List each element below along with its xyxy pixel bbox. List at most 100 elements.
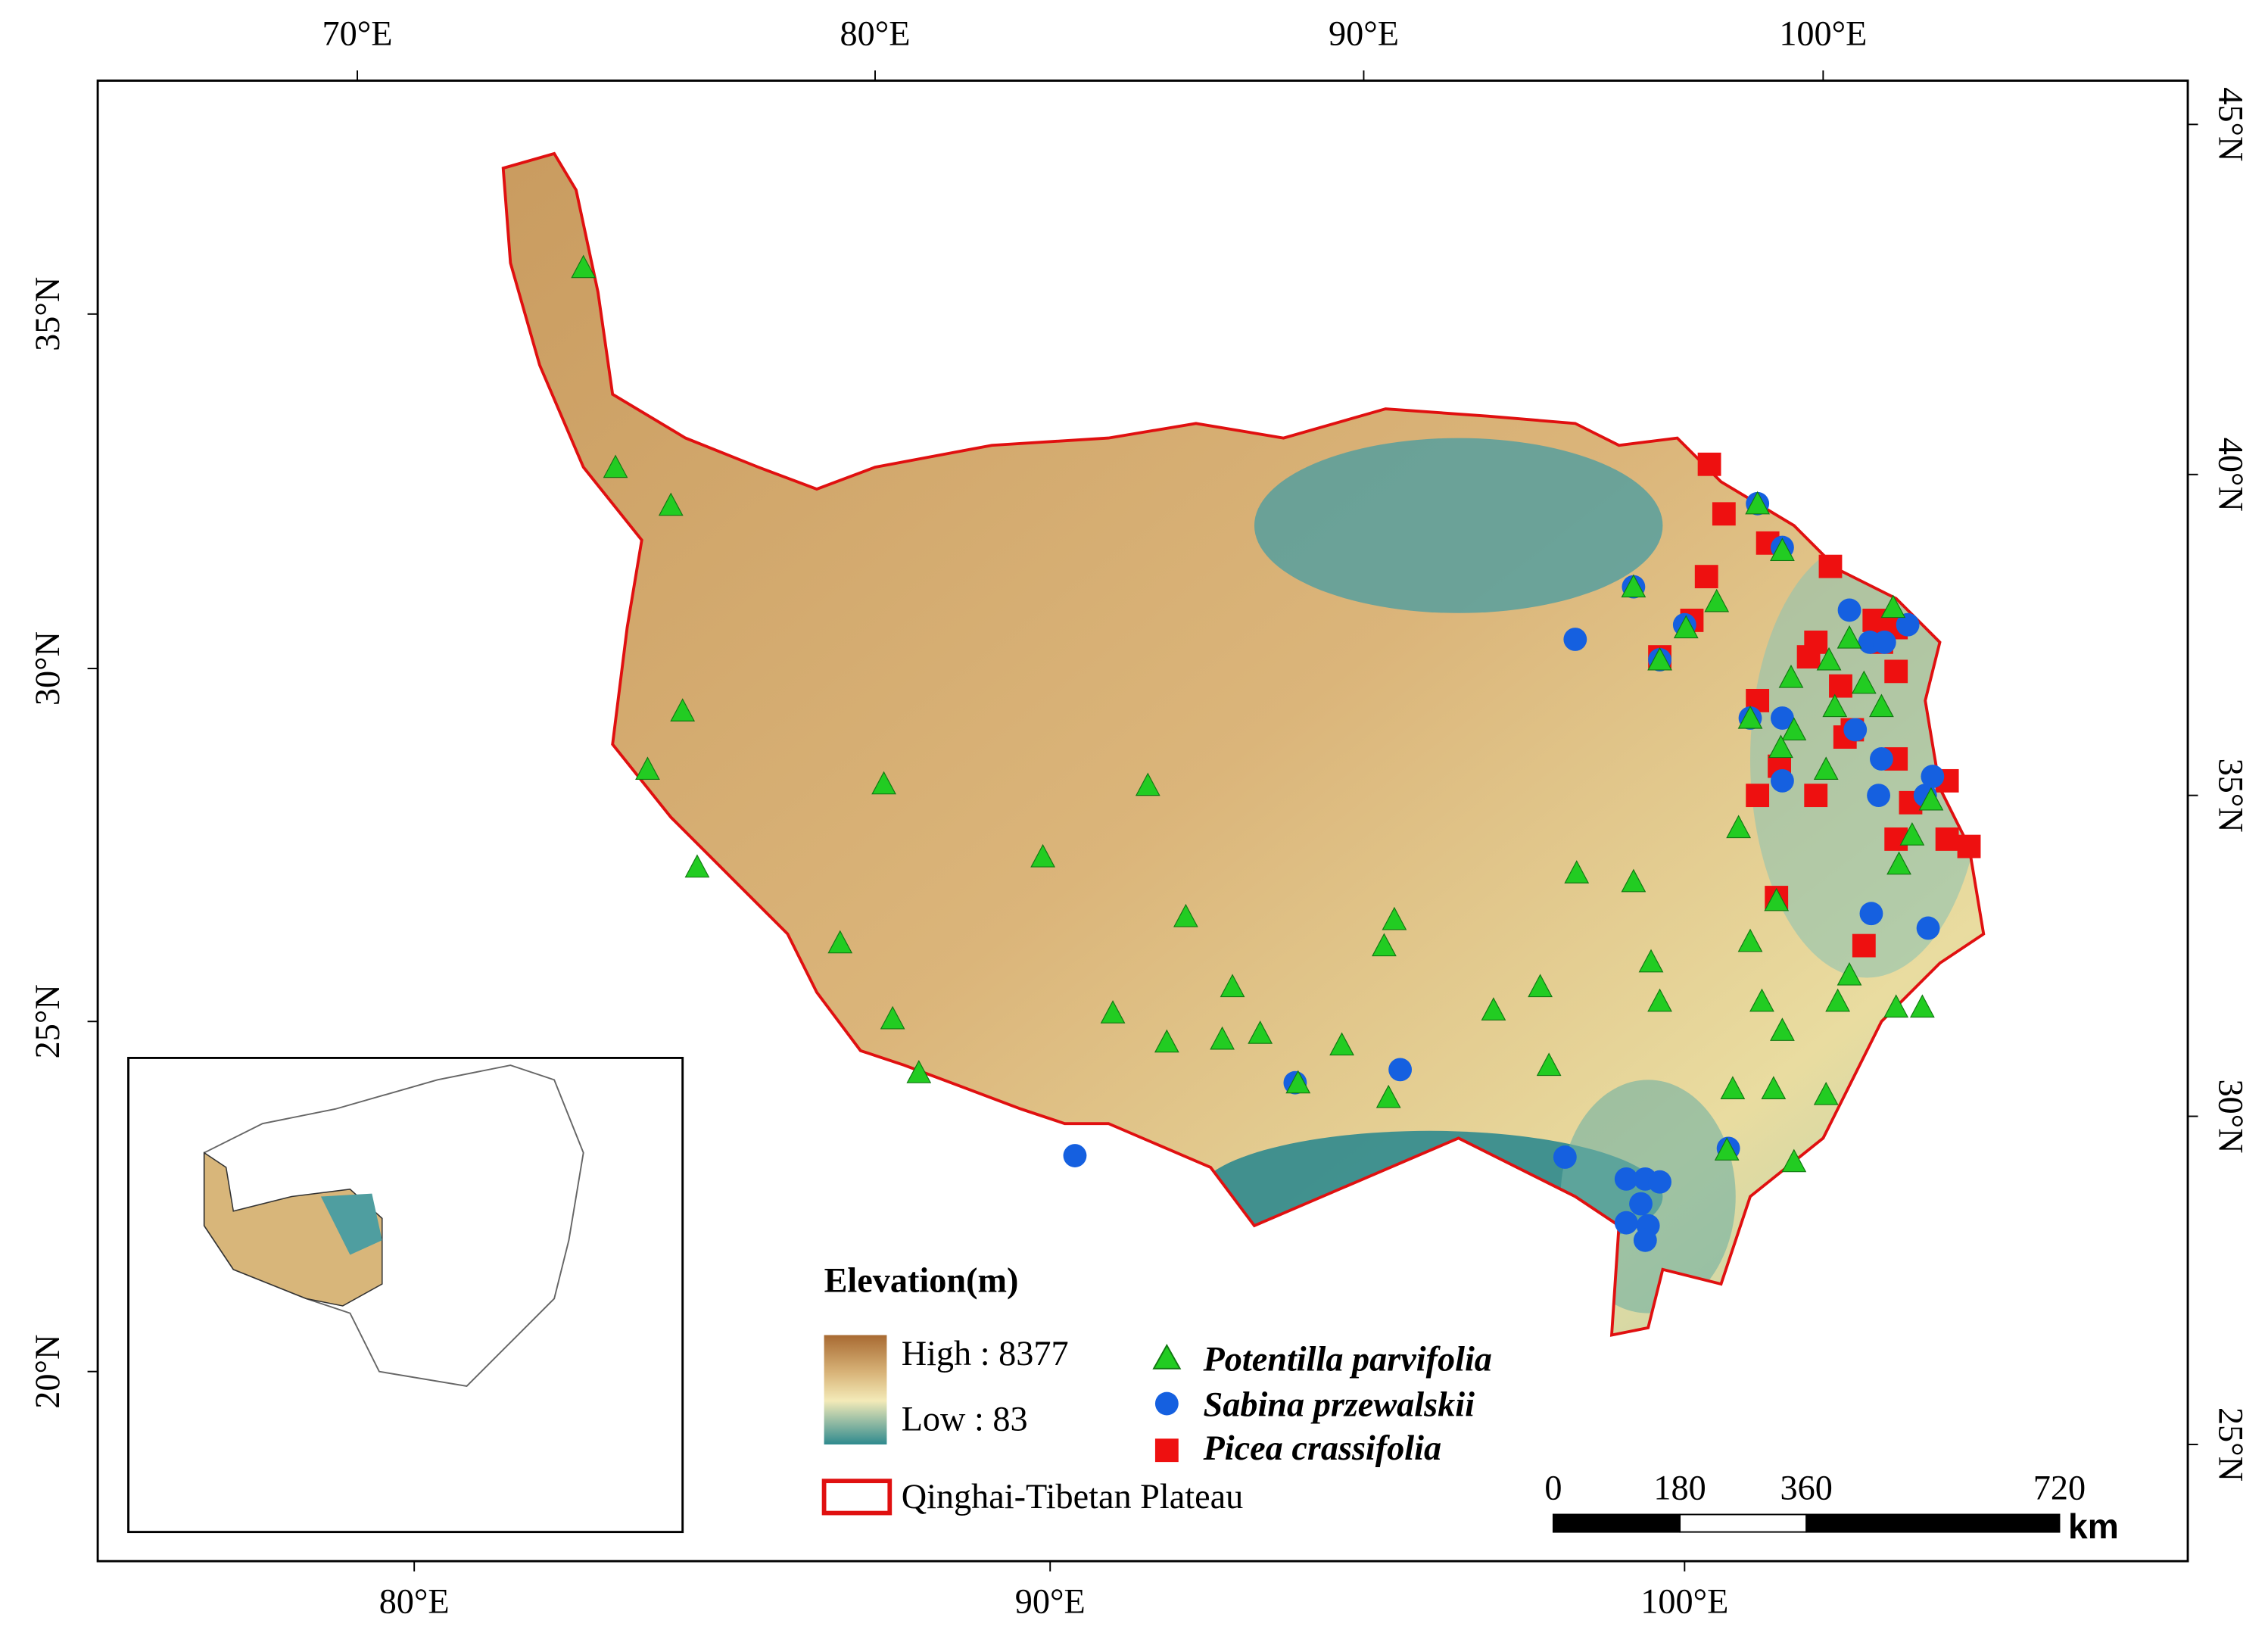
legend-low: Low : 83 [902, 1401, 1028, 1439]
sabina-point [1870, 747, 1893, 771]
sabina-point [1614, 1211, 1638, 1235]
left-label: 35°N [29, 277, 67, 351]
picea-point [1694, 565, 1718, 589]
picea-point [1829, 674, 1852, 698]
legend-triangle [1152, 1344, 1182, 1370]
potentilla-point [1673, 615, 1699, 639]
potentilla-point [1621, 868, 1646, 893]
potentilla-point [1737, 705, 1763, 729]
bottom-label: 80°E [379, 1583, 450, 1622]
sabina-point [1063, 1144, 1087, 1167]
right-label: 35°N [2210, 759, 2249, 833]
picea-point [1746, 784, 1770, 808]
potentilla-point [658, 492, 684, 516]
sabina-point [1629, 1192, 1653, 1216]
potentilla-point [1647, 988, 1672, 1012]
scale-label: 180 [1653, 1469, 1706, 1507]
potentilla-point [1749, 988, 1774, 1012]
sabina-point [1553, 1145, 1577, 1169]
left-label: 30°N [29, 631, 67, 706]
legend: Elevation(m) High : 8377 Low : 83 Potent… [821, 1262, 1492, 1516]
right-label: 40°N [2210, 438, 2249, 512]
scale-label: 0 [1544, 1469, 1562, 1507]
potentilla-point [635, 756, 660, 781]
legend-species: Sabina przewalskii [1204, 1385, 1475, 1424]
potentilla-point [880, 1005, 905, 1030]
potentilla-point [1770, 538, 1795, 562]
potentilla-point [1813, 1081, 1839, 1105]
potentilla-point [1737, 928, 1763, 952]
potentilla-point [1778, 664, 1804, 688]
potentilla-point [1375, 1084, 1401, 1108]
occurrence-points [571, 254, 1981, 1252]
legend-high: High : 8377 [902, 1335, 1069, 1373]
legend-square [1154, 1438, 1179, 1463]
bottom-label: 90°E [1015, 1583, 1086, 1622]
potentilla-point [1770, 1017, 1795, 1041]
potentilla-point [1536, 1052, 1562, 1077]
potentilla-point [1647, 647, 1672, 671]
sabina-point [1859, 902, 1883, 926]
potentilla-point [1382, 906, 1407, 930]
potentilla-point [1248, 1021, 1273, 1044]
sabina-point [1648, 1170, 1671, 1194]
scale-unit: km [2068, 1507, 2119, 1546]
potentilla-point [1100, 1000, 1126, 1024]
sabina-point [1770, 706, 1794, 730]
sabina-point [1843, 718, 1868, 742]
potentilla-point [1918, 787, 1944, 811]
potentilla-point [1173, 903, 1198, 927]
picea-point [1712, 502, 1736, 526]
potentilla-point [1726, 815, 1751, 839]
potentilla-point [684, 854, 710, 878]
picea-point [1884, 659, 1908, 684]
potentilla-point [1638, 949, 1664, 973]
potentilla-point [1781, 717, 1807, 741]
potentilla-point [1761, 1076, 1787, 1099]
top-label: 90°E [1329, 14, 1399, 53]
potentilla-point [1768, 734, 1793, 759]
legend-species: Potentilla parvifolia [1203, 1341, 1492, 1379]
potentilla-point [1822, 693, 1848, 718]
potentilla-point [1899, 822, 1925, 846]
potentilla-point [1909, 994, 1935, 1018]
potentilla-point [871, 771, 896, 795]
potentilla-point [1621, 574, 1646, 598]
sabina-point [1896, 612, 1920, 637]
potentilla-point [1886, 851, 1911, 875]
sabina-point [1563, 628, 1587, 651]
top-label: 80°E [840, 14, 911, 53]
left-label: 25°N [29, 984, 67, 1058]
elevation-ramp [824, 1335, 887, 1445]
right-label: 25°N [2210, 1407, 2249, 1482]
right-label: 30°N [2210, 1079, 2249, 1153]
potentilla-point [1030, 843, 1055, 868]
sabina-point [1770, 768, 1794, 793]
sabina-point [1872, 630, 1896, 654]
potentilla-point [1816, 647, 1842, 671]
bottom-label: 100°E [1640, 1583, 1728, 1622]
potentilla-point [1764, 887, 1790, 911]
sabina-point [1614, 1167, 1638, 1191]
potentilla-point [1528, 974, 1553, 998]
left-label: 20°N [29, 1335, 67, 1409]
legend-title: Elevation(m) [824, 1262, 1019, 1301]
potentilla-point [1745, 491, 1771, 515]
potentilla-point [1837, 961, 1862, 986]
picea-point [1818, 554, 1843, 578]
potentilla-point [1825, 988, 1851, 1012]
legend-species: Picea crassifolia [1203, 1429, 1442, 1468]
potentilla-point [603, 454, 628, 478]
potentilla-point [1564, 860, 1590, 883]
scale-segment [1805, 1513, 2061, 1533]
potentilla-point [1880, 594, 1906, 619]
potentilla-point [906, 1060, 932, 1083]
picea-point [1935, 827, 1959, 851]
potentilla-point [1372, 933, 1397, 957]
potentilla-point [1837, 625, 1862, 649]
sabina-point [1633, 1228, 1657, 1252]
scale-label: 360 [1780, 1469, 1833, 1507]
potentilla-point [1720, 1076, 1746, 1099]
